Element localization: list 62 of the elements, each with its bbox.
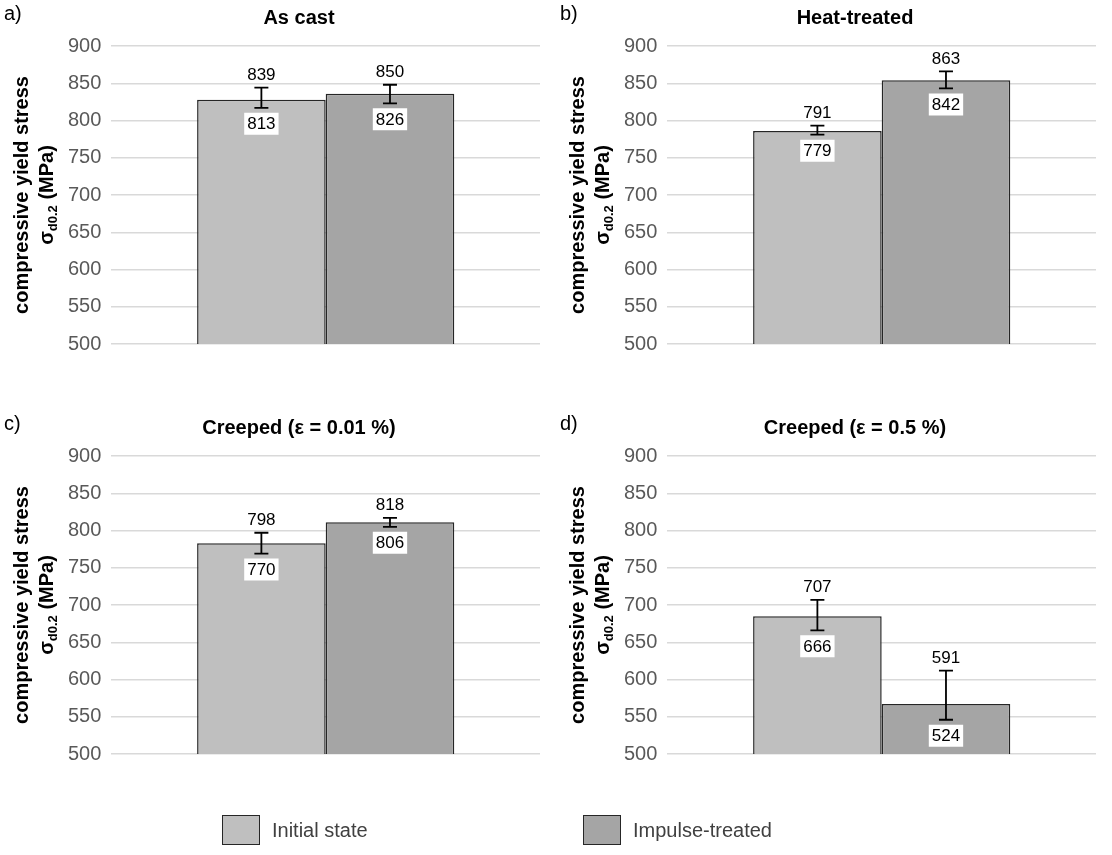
annotation: 839	[247, 64, 276, 84]
annotation: 863	[931, 48, 961, 68]
legend-label: Impulse-treated	[633, 818, 772, 842]
annotation: 591	[931, 647, 961, 667]
y-tick-label: 800	[67, 518, 102, 541]
y-tick-label: 750	[623, 145, 658, 168]
annotation: 818	[375, 495, 405, 515]
y-tick-label: 650	[67, 219, 102, 242]
y-tick-label: 500	[67, 741, 102, 764]
y-tick-label: 650	[67, 629, 102, 652]
annotation: 666	[803, 636, 832, 656]
y-tick-label: 900	[67, 443, 102, 466]
y-tick-label: 550	[623, 294, 658, 317]
annotation: 826	[375, 109, 405, 129]
y-tick-label: 700	[67, 592, 102, 615]
y-tick-label: 600	[67, 257, 102, 280]
chart-title: Heat-treated	[796, 5, 914, 28]
text: b)	[560, 1, 578, 24]
y-tick-label: 900	[67, 33, 102, 56]
chart-title: Creeped (ε = 0.01 %)	[202, 415, 396, 438]
y-tick-label: 850	[623, 480, 658, 503]
annotation: 798	[247, 509, 276, 529]
y-tick-label: 650	[623, 219, 658, 242]
y-tick-label: 650	[623, 629, 658, 652]
y-tick-label: 750	[67, 145, 102, 168]
y-tick-label: 800	[623, 518, 658, 541]
chart-title: As cast	[263, 5, 335, 28]
y-tick-label: 850	[623, 70, 658, 93]
y-tick-label: 600	[623, 257, 658, 280]
y-tick-label: 700	[623, 592, 658, 615]
legend-label: Initial state	[272, 818, 368, 842]
y-tick-label: 850	[67, 480, 102, 503]
y-tick-label: 550	[67, 294, 102, 317]
y-tick-label: 600	[623, 667, 658, 690]
annotation: 770	[247, 559, 276, 579]
annotation: 779	[803, 140, 832, 160]
y-tick-label: 550	[67, 704, 102, 727]
annotation: 791	[803, 102, 832, 122]
y-tick-label: 550	[623, 704, 658, 727]
annotation: 842	[931, 94, 961, 114]
y-tick-label: 750	[67, 555, 102, 578]
annotation: 806	[375, 532, 405, 552]
annotation: 813	[247, 114, 276, 134]
y-tick-label: 800	[623, 108, 658, 131]
y-tick-label: 500	[67, 331, 102, 354]
annotation: 850	[375, 61, 405, 81]
y-tick-label: 800	[67, 108, 102, 131]
y-tick-label: 500	[623, 331, 658, 354]
y-tick-label: 850	[67, 70, 102, 93]
text: d)	[560, 411, 578, 434]
chart-title: Creeped (ε = 0.5 %)	[763, 415, 947, 438]
y-tick-label: 500	[623, 741, 658, 764]
text: a)	[4, 1, 22, 24]
y-tick-label: 600	[67, 667, 102, 690]
y-tick-label: 900	[623, 443, 658, 466]
y-tick-label: 700	[623, 182, 658, 205]
annotation: 707	[803, 576, 832, 596]
y-tick-label: 900	[623, 33, 658, 56]
text: c)	[4, 411, 21, 434]
annotation: 524	[931, 725, 961, 745]
y-tick-label: 750	[623, 555, 658, 578]
y-tick-label: 700	[67, 182, 102, 205]
